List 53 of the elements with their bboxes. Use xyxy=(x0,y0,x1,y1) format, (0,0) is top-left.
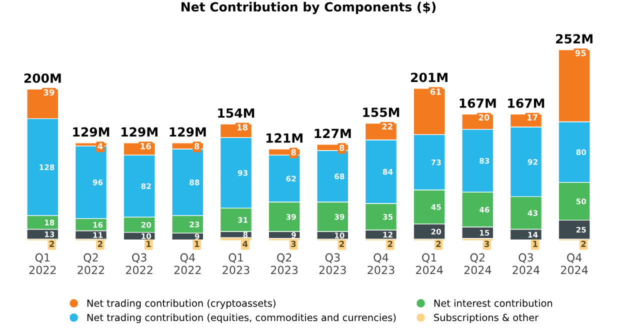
data-label: 2 xyxy=(340,240,344,247)
data-label: 16 xyxy=(140,143,151,150)
legend-label: Net trading contribution (equities, commodities and currencies) xyxy=(87,314,396,324)
data-label: 2 xyxy=(50,240,54,247)
x-tick-label: Q3 2022 xyxy=(126,253,152,274)
data-label: 20 xyxy=(478,114,490,121)
total-label: 167M xyxy=(508,98,544,108)
x-tick-label: Q2 2023 xyxy=(271,253,298,274)
x-tick-label: Q1 2023 xyxy=(222,253,250,274)
total-label: 129M xyxy=(121,127,158,137)
x-tick-label: Q1 2022 xyxy=(29,253,56,274)
chart-title: Net Contribution by Components ($) xyxy=(182,2,436,14)
x-tick-label: Q1 2024 xyxy=(416,253,443,274)
total-label: 201M xyxy=(411,72,448,82)
x-tick-label: Q2 2024 xyxy=(464,253,492,274)
x-tick-label: Q2 2022 xyxy=(78,253,104,274)
data-label: 39 xyxy=(44,89,54,96)
data-label: 8 xyxy=(194,143,200,150)
data-label: 1 xyxy=(533,240,538,247)
total-label: 252M xyxy=(556,34,592,44)
data-label: 2 xyxy=(98,240,102,247)
data-label: 2 xyxy=(581,240,586,247)
total-label: 154M xyxy=(218,108,254,118)
total-label: 129M xyxy=(170,127,206,137)
data-label: 2 xyxy=(388,240,392,247)
legend-label: Net trading contribution (cryptoassets) xyxy=(87,299,276,309)
x-tick-label: Q4 2022 xyxy=(174,253,201,274)
data-label: 8 xyxy=(291,149,296,156)
legend-label: Net interest contribution xyxy=(434,299,552,307)
x-tick-label: Q4 2023 xyxy=(368,253,394,274)
x-tick-label: Q3 2024 xyxy=(512,253,540,274)
total-label: 200M xyxy=(24,73,61,83)
data-label: 8 xyxy=(339,144,344,151)
total-label: 121M xyxy=(266,133,302,143)
data-label: 3 xyxy=(484,240,490,248)
data-label: 22 xyxy=(382,123,392,130)
total-label: 129M xyxy=(73,127,110,137)
data-label: 61 xyxy=(430,88,441,95)
x-tick-label: Q3 2023 xyxy=(319,253,346,274)
data-label: 4 xyxy=(242,240,248,247)
total-label: 155M xyxy=(363,108,400,117)
legend-label: Subscriptions & other xyxy=(434,314,539,324)
data-label: 3 xyxy=(291,240,296,248)
data-label: 4 xyxy=(98,143,103,150)
data-label: 1 xyxy=(146,240,151,247)
total-label: 127M xyxy=(314,128,351,138)
x-tick-label: Q4 2024 xyxy=(561,253,588,274)
data-label: 2 xyxy=(436,240,441,247)
data-label: 17 xyxy=(527,114,538,120)
data-label: 95 xyxy=(575,50,586,56)
total-label: 167M xyxy=(460,98,496,108)
data-label: 1 xyxy=(194,240,200,247)
data-label: 18 xyxy=(237,124,248,130)
